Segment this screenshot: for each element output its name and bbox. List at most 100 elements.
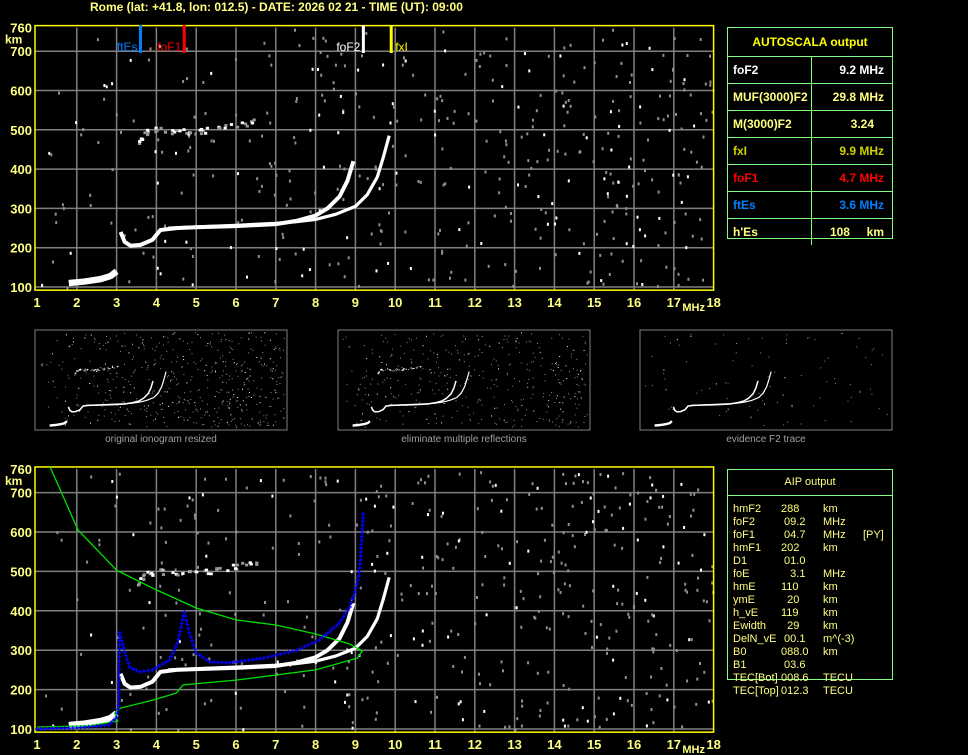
noise-pixel xyxy=(422,353,424,355)
model-point xyxy=(58,726,63,731)
noise-pixel xyxy=(248,139,251,143)
multiple-reflection-echo xyxy=(111,366,114,369)
noise-pixel xyxy=(612,181,615,185)
y-tick-label: 500 xyxy=(10,564,32,579)
noise-pixel xyxy=(164,391,166,393)
x-tick-label: 2 xyxy=(73,295,80,310)
noise-pixel xyxy=(549,560,552,564)
noise-pixel xyxy=(225,338,227,340)
noise-pixel xyxy=(163,344,164,346)
noise-pixel xyxy=(147,215,150,219)
noise-pixel xyxy=(110,411,112,413)
model-point xyxy=(116,683,121,688)
model-point xyxy=(326,630,331,635)
noise-pixel xyxy=(652,650,655,654)
model-point xyxy=(320,635,325,640)
noise-pixel xyxy=(504,335,506,337)
noise-pixel xyxy=(522,597,525,601)
model-point xyxy=(231,660,236,665)
noise-pixel xyxy=(318,540,321,544)
marker-label-ftes: ftEs xyxy=(117,40,138,54)
noise-pixel xyxy=(551,202,554,206)
multiple-reflection-echo xyxy=(395,368,397,370)
noise-pixel xyxy=(190,391,192,393)
noise-pixel xyxy=(438,389,440,391)
noise-pixel xyxy=(129,58,132,62)
noise-pixel xyxy=(382,340,384,342)
noise-pixel xyxy=(236,400,238,402)
noise-pixel xyxy=(841,332,843,334)
noise-pixel xyxy=(562,402,563,404)
autoscala-label: fxI xyxy=(728,138,812,164)
noise-pixel xyxy=(404,154,407,158)
noise-pixel xyxy=(161,150,164,154)
extraordinary-trace xyxy=(690,371,772,406)
noise-pixel xyxy=(449,166,452,170)
noise-pixel xyxy=(151,337,152,339)
noise-pixel xyxy=(189,247,192,251)
noise-pixel xyxy=(424,93,427,97)
noise-pixel xyxy=(234,57,237,61)
noise-pixel xyxy=(126,409,128,411)
noise-pixel xyxy=(430,372,432,374)
model-point xyxy=(254,657,259,662)
noise-pixel xyxy=(475,59,478,62)
noise-pixel xyxy=(103,415,105,417)
noise-pixel xyxy=(478,724,481,728)
x-tick-label: 5 xyxy=(193,737,200,752)
multiple-reflection-echo xyxy=(93,369,96,372)
model-point xyxy=(360,527,365,532)
noise-pixel xyxy=(824,360,826,362)
noise-pixel xyxy=(693,124,696,128)
model-point xyxy=(111,717,116,722)
multiple-reflection-echo xyxy=(103,369,105,371)
noise-pixel xyxy=(65,417,67,419)
noise-pixel xyxy=(303,705,306,709)
noise-pixel xyxy=(237,221,240,225)
aip-label: DelN_vE xyxy=(733,633,777,645)
noise-pixel xyxy=(129,728,132,732)
multiple-reflection-echo xyxy=(140,137,144,141)
noise-pixel xyxy=(348,693,351,697)
noise-pixel xyxy=(440,514,443,518)
noise-pixel xyxy=(506,374,508,376)
noise-pixel xyxy=(164,613,167,617)
autoscala-label: foF2 xyxy=(728,57,812,83)
noise-pixel xyxy=(555,364,557,366)
noise-pixel xyxy=(210,341,211,343)
noise-pixel xyxy=(179,338,181,340)
noise-pixel xyxy=(155,418,156,420)
noise-pixel xyxy=(612,99,615,103)
model-point xyxy=(306,643,311,648)
noise-pixel xyxy=(210,371,212,373)
noise-pixel xyxy=(546,404,548,406)
noise-pixel xyxy=(702,278,705,282)
noise-pixel xyxy=(110,337,112,339)
noise-pixel xyxy=(390,355,392,357)
multiple-reflection-echo xyxy=(204,568,209,572)
aip-value: 008.6 xyxy=(781,672,809,684)
noise-pixel xyxy=(638,228,641,232)
noise-pixel xyxy=(191,283,194,287)
noise-pixel xyxy=(465,396,467,398)
noise-pixel xyxy=(118,472,121,476)
noise-pixel xyxy=(513,606,516,610)
noise-pixel xyxy=(600,279,603,283)
noise-pixel xyxy=(226,373,228,375)
noise-pixel xyxy=(786,342,787,344)
noise-pixel xyxy=(79,410,81,412)
model-point xyxy=(337,621,342,626)
noise-pixel xyxy=(206,412,208,414)
model-point xyxy=(116,699,121,704)
noise-pixel xyxy=(711,110,714,114)
noise-pixel xyxy=(434,393,436,395)
noise-pixel xyxy=(261,377,262,379)
noise-pixel xyxy=(343,275,346,279)
noise-pixel xyxy=(559,591,562,594)
aip-value: 3.1 xyxy=(781,568,806,580)
noise-pixel xyxy=(563,396,565,398)
noise-pixel xyxy=(762,400,764,402)
noise-pixel xyxy=(194,405,196,407)
noise-pixel xyxy=(547,54,550,58)
